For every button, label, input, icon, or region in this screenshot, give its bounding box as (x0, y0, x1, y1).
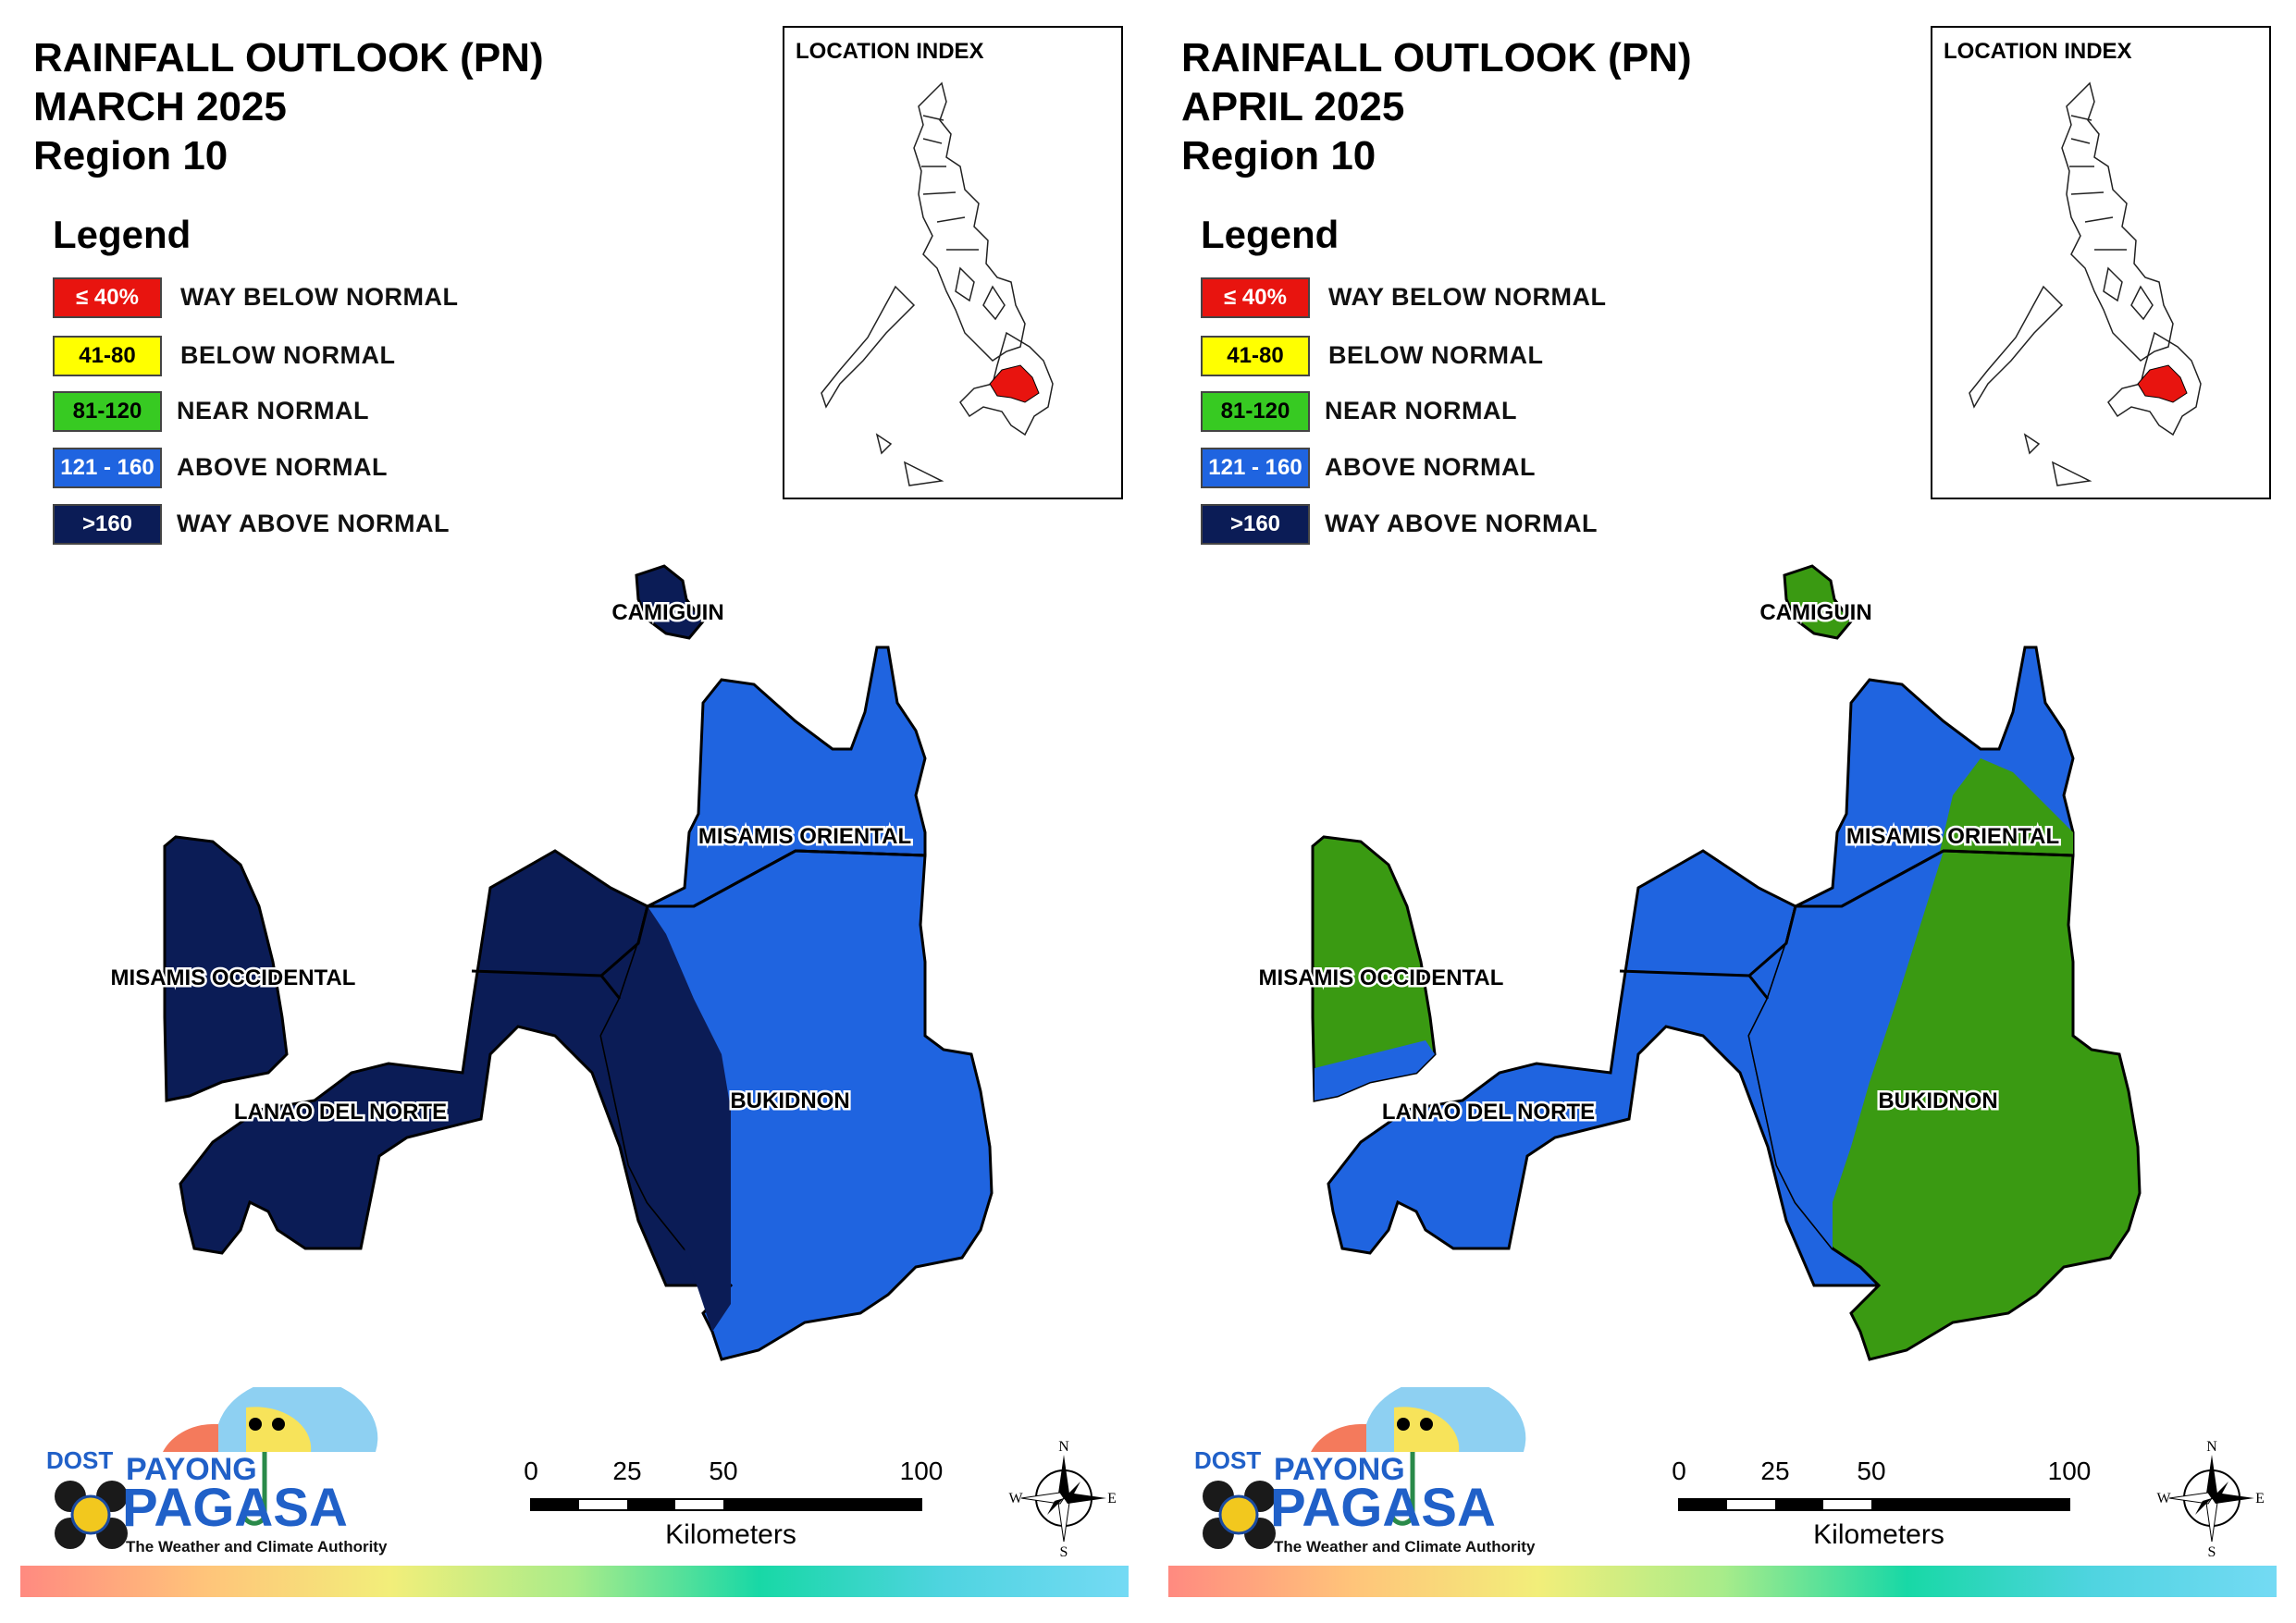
location-index-inset: LOCATION INDEX (783, 26, 1123, 499)
legend-label: WAY ABOVE NORMAL (1325, 510, 1599, 537)
scale-unit: Kilometers (1813, 1519, 1944, 1550)
compass-w: W (1008, 1491, 1023, 1506)
label-misamis-oriental: MISAMIS ORIENTAL (1846, 824, 2059, 849)
compass-e: E (1107, 1491, 1117, 1506)
legend-label: BELOW NORMAL (180, 341, 396, 369)
region-10-map: CAMIGUIN MISAMIS ORIENTAL MISAMIS OCCIDE… (1256, 564, 2142, 1361)
label-lanao-del-norte: LANAO DEL NORTE (1382, 1100, 1595, 1125)
bukidnon-west-zone (1749, 851, 1944, 1248)
logo-payong-text: PAYONG (126, 1452, 257, 1487)
label-camiguin: CAMIGUIN (611, 600, 723, 625)
camiguin-province[interactable] (635, 564, 705, 640)
legend-swatch: 41-80 (53, 336, 162, 376)
scale-tick: 25 (612, 1457, 642, 1485)
bukidnon-west-zone (601, 906, 731, 1332)
legend-label: ABOVE NORMAL (177, 453, 388, 481)
logo-dost-text: DOST (46, 1446, 113, 1474)
misamis-oriental-east-zone (1939, 758, 2073, 855)
scale-tick: 50 (1857, 1457, 1886, 1485)
legend-title: Legend (53, 213, 191, 256)
scale-tick: 0 (1672, 1457, 1686, 1485)
label-misamis-occidental: MISAMIS OCCIDENTAL (111, 965, 356, 990)
scale-tick: 100 (899, 1457, 944, 1485)
north-arrow-compass: N S E W (1008, 1438, 1119, 1560)
title-line-3: Region 10 (33, 133, 228, 178)
color-strip (1168, 1566, 2277, 1597)
payong-pagasa-logo: DOST PAYONG PAGASA The Weather and Clima… (1181, 1377, 1542, 1563)
title-line-3: Region 10 (1181, 133, 1376, 178)
philippines-outline (821, 81, 1054, 486)
legend-label: WAY BELOW NORMAL (180, 283, 459, 311)
scale-bar: 0 25 50 100 Kilometers (518, 1457, 944, 1558)
scale-tick: 50 (709, 1457, 738, 1485)
scale-bar: 0 25 50 100 Kilometers (1666, 1457, 2092, 1558)
legend-swatch: ≤ 40% (53, 277, 162, 318)
camiguin-province[interactable] (1783, 564, 1853, 640)
logo-tagline: The Weather and Climate Authority (126, 1538, 388, 1555)
scale-tick: 25 (1760, 1457, 1790, 1485)
scale-bar-segments (530, 1498, 922, 1511)
label-bukidnon: BUKIDNON (730, 1088, 849, 1113)
misamis-occidental-province[interactable] (163, 835, 289, 1102)
logo-pagasa-text: PAGASA (1270, 1478, 1496, 1538)
logo-pagasa-text: PAGASA (122, 1478, 348, 1538)
title-line-2: MARCH 2025 (33, 84, 287, 129)
panel-april: RAINFALL OUTLOOK (PN) APRIL 2025 Region … (1148, 0, 2296, 1623)
legend-swatch: 121 - 160 (1201, 448, 1310, 488)
legend-swatch: >160 (1201, 504, 1310, 545)
title-line-1: RAINFALL OUTLOOK (PN) (1181, 35, 1692, 80)
label-misamis-occidental: MISAMIS OCCIDENTAL (1259, 965, 1504, 990)
map-title: RAINFALL OUTLOOK (PN) MARCH 2025 Region … (33, 33, 544, 180)
scale-tick: 0 (524, 1457, 538, 1485)
compass-s: S (1060, 1544, 1068, 1558)
legend-swatch: >160 (53, 504, 162, 545)
location-index-inset: LOCATION INDEX (1931, 26, 2271, 499)
legend-label: WAY ABOVE NORMAL (177, 510, 451, 537)
legend-label: BELOW NORMAL (1328, 341, 1544, 369)
legend-swatch: 121 - 160 (53, 448, 162, 488)
scale-tick: 100 (2047, 1457, 2092, 1485)
scale-unit: Kilometers (665, 1519, 796, 1550)
label-bukidnon: BUKIDNON (1878, 1088, 1997, 1113)
title-line-2: APRIL 2025 (1181, 84, 1405, 129)
legend-label: NEAR NORMAL (1325, 397, 1517, 424)
color-strip (20, 1566, 1129, 1597)
logo-dost-text: DOST (1194, 1446, 1261, 1474)
legend-label: ABOVE NORMAL (1325, 453, 1536, 481)
misamis-oriental-province[interactable] (647, 646, 927, 908)
logo-tagline: The Weather and Climate Authority (1274, 1538, 1536, 1555)
philippines-outline (1969, 81, 2202, 486)
legend-title: Legend (1201, 213, 1339, 256)
label-lanao-del-norte: LANAO DEL NORTE (234, 1100, 447, 1125)
compass-n: N (2206, 1439, 2217, 1455)
payong-pagasa-logo: DOST PAYONG PAGASA The Weather and Clima… (33, 1377, 394, 1563)
location-index-label: LOCATION INDEX (796, 39, 984, 64)
legend-swatch: 81-120 (1201, 391, 1310, 432)
label-camiguin: CAMIGUIN (1759, 600, 1871, 625)
compass-n: N (1058, 1439, 1069, 1455)
legend-label: WAY BELOW NORMAL (1328, 283, 1607, 311)
legend-swatch: 41-80 (1201, 336, 1310, 376)
compass-e: E (2255, 1491, 2265, 1506)
misamis-occidental-south-zone (1315, 1040, 1435, 1100)
legend-swatch: 81-120 (53, 391, 162, 432)
title-line-1: RAINFALL OUTLOOK (PN) (33, 35, 544, 80)
label-misamis-oriental: MISAMIS ORIENTAL (698, 824, 911, 849)
compass-s: S (2208, 1544, 2216, 1558)
logo-payong-text: PAYONG (1274, 1452, 1405, 1487)
legend-swatch: ≤ 40% (1201, 277, 1310, 318)
map-title: RAINFALL OUTLOOK (PN) APRIL 2025 Region … (1181, 33, 1692, 180)
location-index-label: LOCATION INDEX (1944, 39, 2132, 64)
scale-bar-segments (1678, 1498, 2070, 1511)
compass-w: W (2156, 1491, 2171, 1506)
legend-label: NEAR NORMAL (177, 397, 369, 424)
panel-march: RAINFALL OUTLOOK (PN) MARCH 2025 Region … (20, 26, 1129, 1597)
north-arrow-compass: N S E W (2156, 1438, 2267, 1560)
region-10-map: CAMIGUIN MISAMIS ORIENTAL MISAMIS OCCIDE… (108, 564, 994, 1361)
